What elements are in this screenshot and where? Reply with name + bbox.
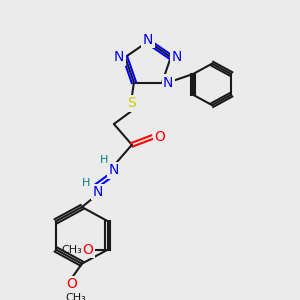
Text: N: N xyxy=(109,163,119,177)
Text: H: H xyxy=(82,178,90,188)
Text: O: O xyxy=(67,278,77,292)
Text: CH₃: CH₃ xyxy=(61,244,82,254)
Text: N: N xyxy=(163,76,173,89)
Text: CH₃: CH₃ xyxy=(65,293,86,300)
Text: N: N xyxy=(172,50,182,64)
Text: N: N xyxy=(93,185,103,199)
Text: O: O xyxy=(154,130,165,144)
Text: S: S xyxy=(128,96,136,110)
Text: N: N xyxy=(143,33,153,46)
Text: O: O xyxy=(82,242,93,256)
Text: N: N xyxy=(114,50,124,64)
Text: H: H xyxy=(100,155,108,165)
